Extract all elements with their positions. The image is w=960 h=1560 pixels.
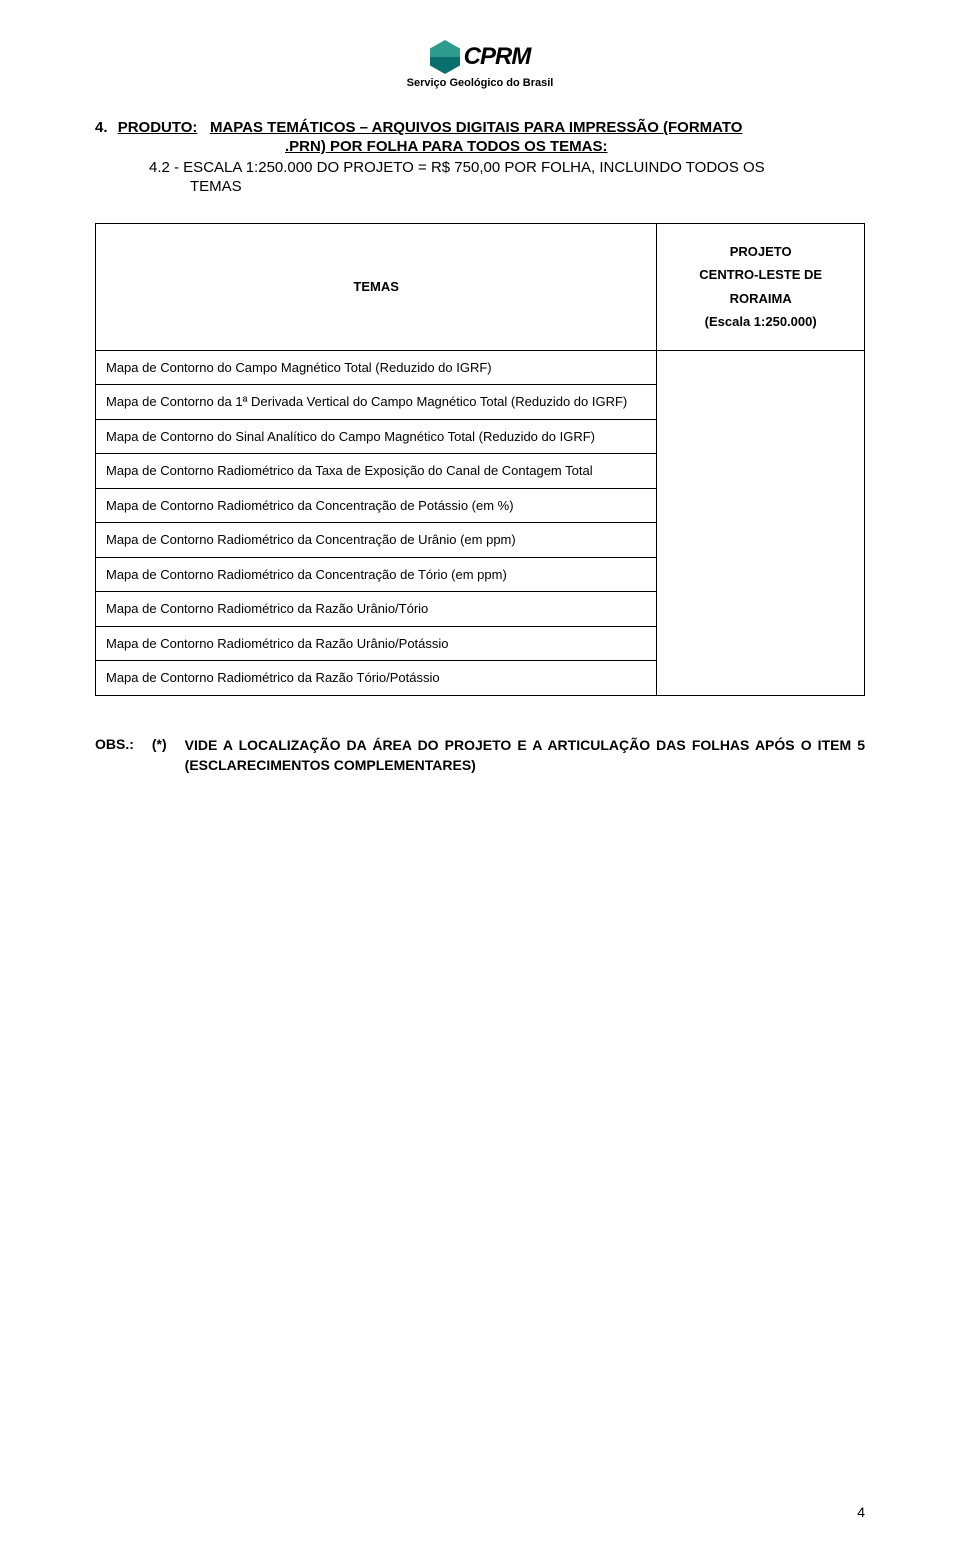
section-heading: 4. PRODUTO: MAPAS TEMÁTICOS – ARQUIVOS D…: [95, 119, 865, 136]
projeto-line-2: CENTRO-LESTE DE RORAIMA: [667, 263, 854, 310]
table-row: Mapa de Contorno do Sinal Analítico do C…: [96, 419, 657, 454]
page-number: 4: [857, 1504, 865, 1520]
table-row: Mapa de Contorno Radiométrico da Concent…: [96, 557, 657, 592]
heading-number: 4.: [95, 119, 108, 136]
projeto-line-3: (Escala 1:250.000): [667, 310, 854, 333]
table-row: Mapa de Contorno Radiométrico da Razão U…: [96, 592, 657, 627]
obs-asterisk: (*): [152, 736, 167, 775]
table-row: Mapa de Contorno Radiométrico da Razão T…: [96, 661, 657, 696]
table-row: Mapa de Contorno Radiométrico da Taxa de…: [96, 454, 657, 489]
table-row: Mapa de Contorno Radiométrico da Concent…: [96, 488, 657, 523]
item-line: 4.2 - ESCALA 1:250.000 DO PROJETO = R$ 7…: [95, 159, 865, 176]
table-row: Mapa de Contorno da 1ª Derivada Vertical…: [96, 385, 657, 420]
temas-table: TEMAS PROJETO CENTRO-LESTE DE RORAIMA (E…: [95, 223, 865, 696]
temas-line: TEMAS: [95, 178, 865, 195]
obs-text: VIDE A LOCALIZAÇÃO DA ÁREA DO PROJETO E …: [185, 736, 865, 775]
obs-label: OBS.:: [95, 736, 134, 775]
table-header-projeto: PROJETO CENTRO-LESTE DE RORAIMA (Escala …: [657, 224, 865, 351]
table-header-temas: TEMAS: [96, 224, 657, 351]
heading-title-2-line: .PRN) POR FOLHA PARA TODOS OS TEMAS:: [95, 138, 865, 155]
obs-block: OBS.: (*) VIDE A LOCALIZAÇÃO DA ÁREA DO …: [95, 736, 865, 775]
table-row: Mapa de Contorno do Campo Magnético Tota…: [96, 350, 657, 385]
cprm-logo-icon: [430, 40, 460, 74]
table-row: Mapa de Contorno Radiométrico da Razão U…: [96, 626, 657, 661]
heading-title-1: MAPAS TEMÁTICOS – ARQUIVOS DIGITAIS PARA…: [210, 119, 743, 136]
heading-produto: PRODUTO:: [118, 119, 198, 136]
logo-brand-text: CPRM: [464, 43, 531, 71]
logo-subtitle: Serviço Geológico do Brasil: [95, 77, 865, 89]
heading-title-2: .PRN) POR FOLHA PARA TODOS OS TEMAS:: [285, 138, 608, 155]
table-right-merged: [657, 350, 865, 695]
projeto-line-1: PROJETO: [667, 240, 854, 263]
table-row: Mapa de Contorno Radiométrico da Concent…: [96, 523, 657, 558]
logo-block: CPRM Serviço Geológico do Brasil: [95, 40, 865, 89]
